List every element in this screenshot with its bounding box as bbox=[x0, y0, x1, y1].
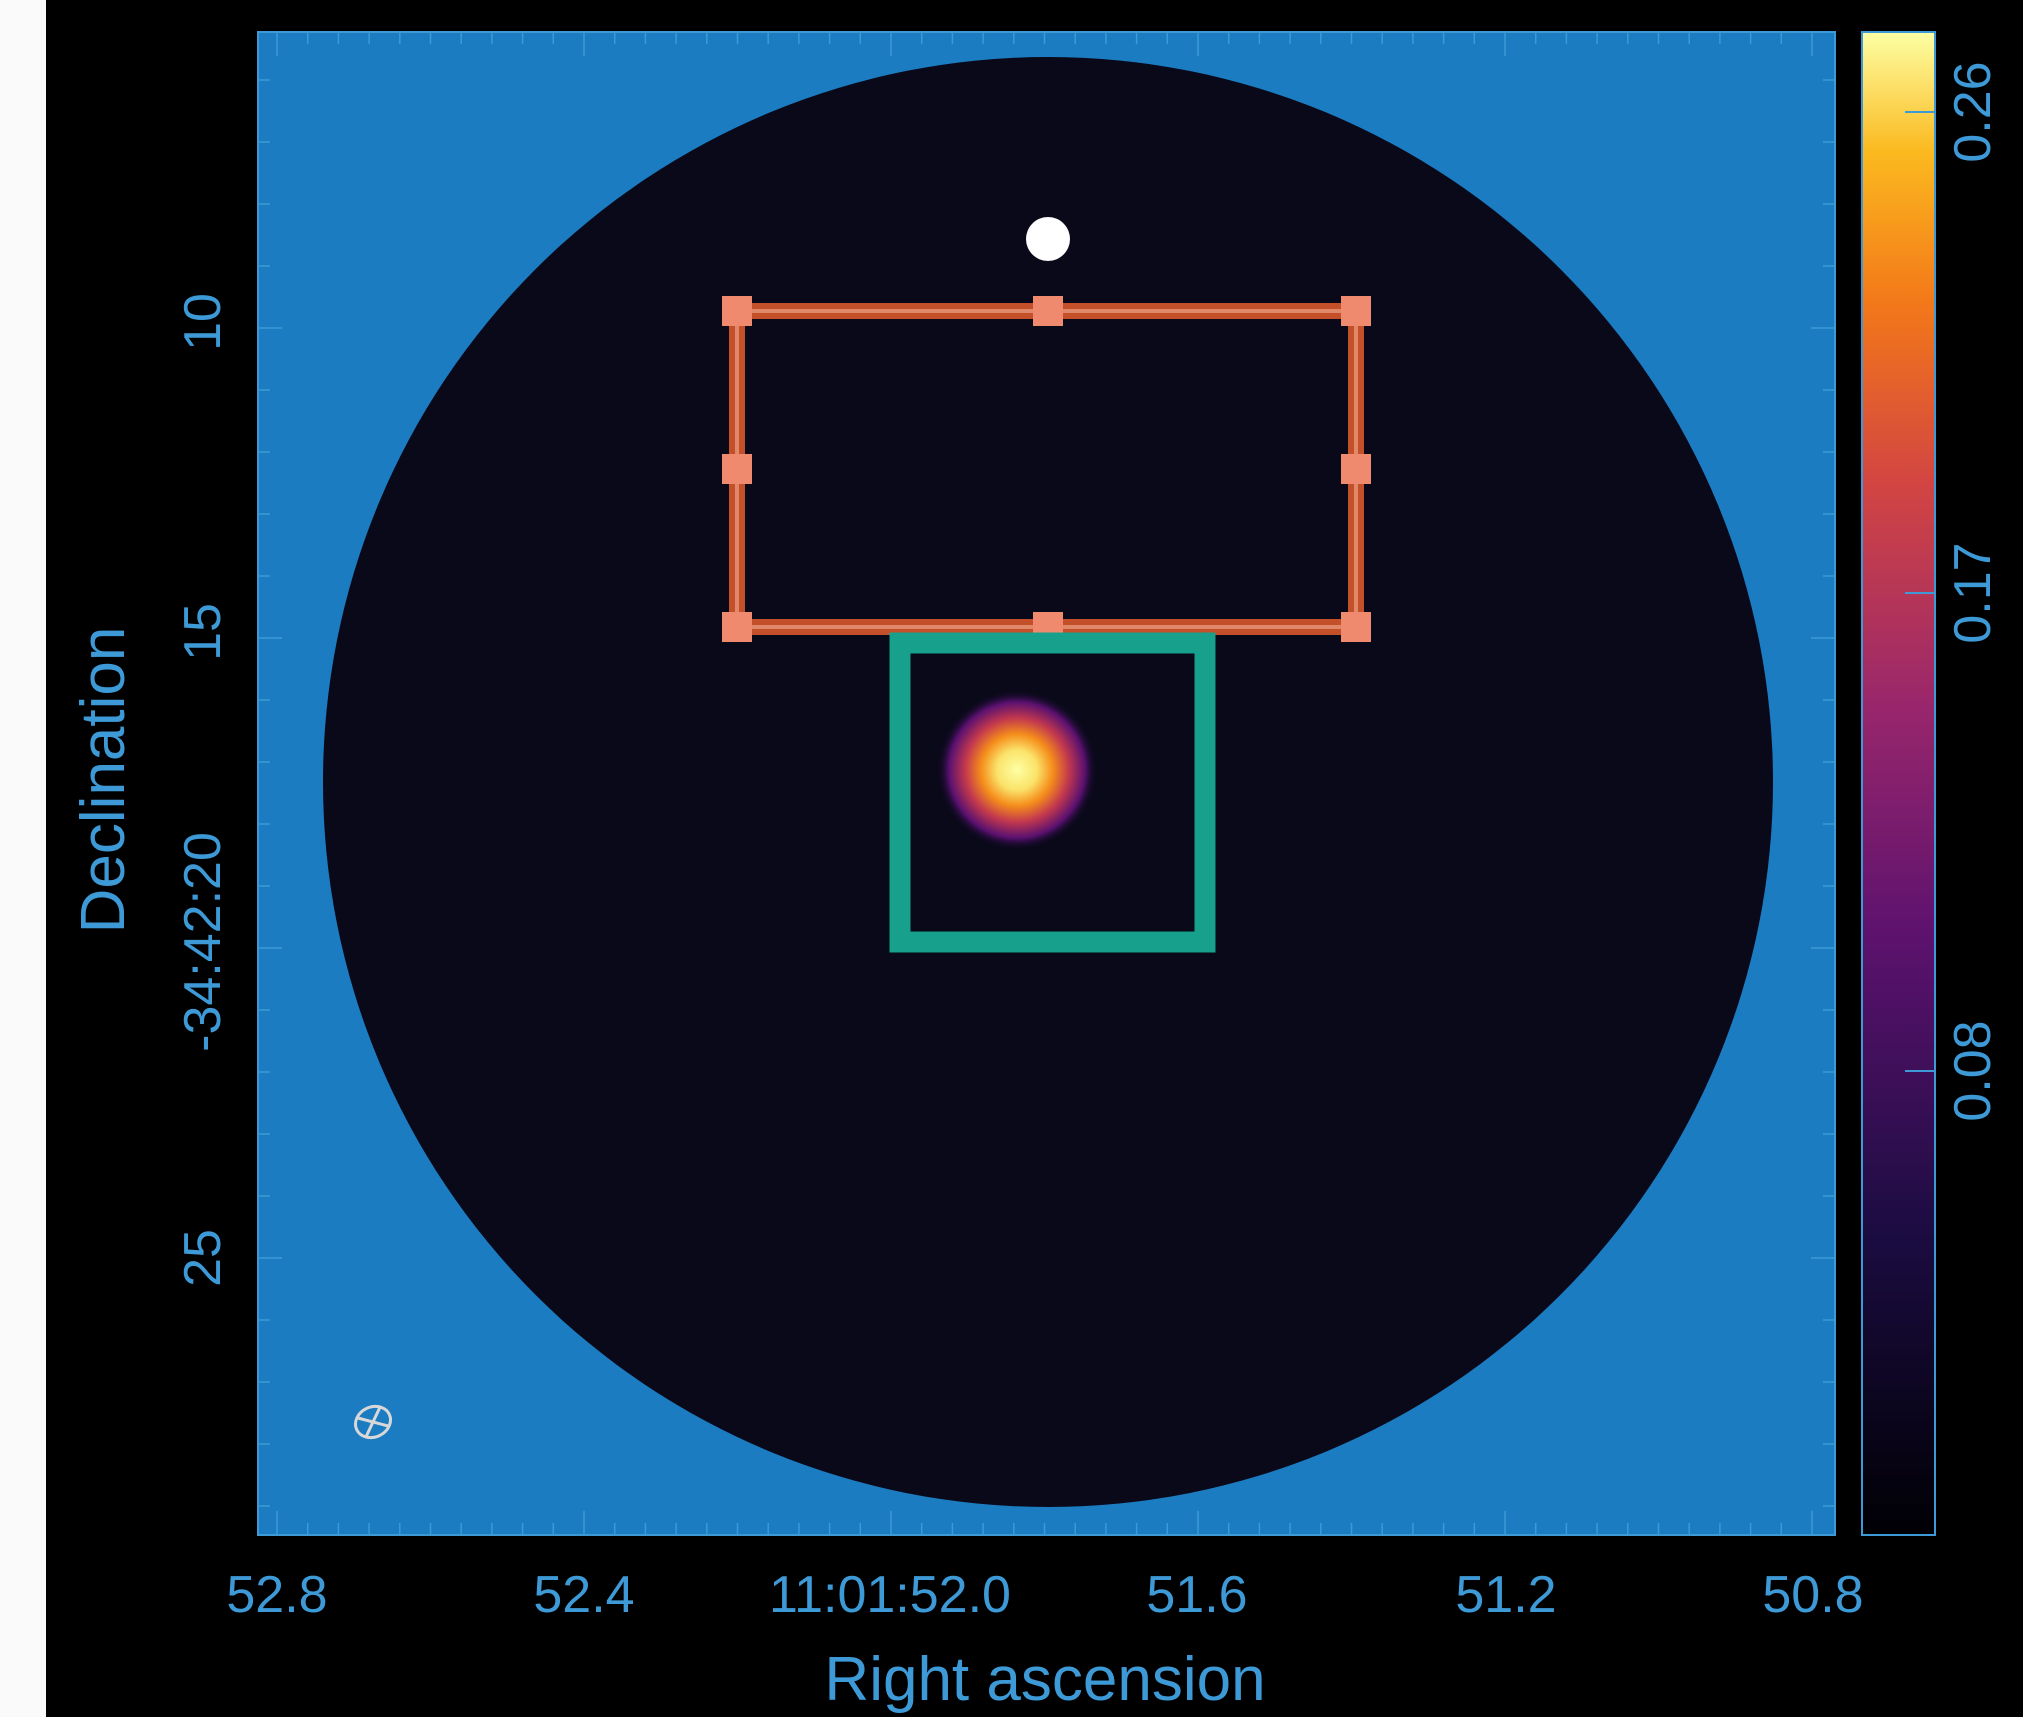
x-tick-label: 51.2 bbox=[1455, 1566, 1556, 1624]
x-tick-label: 52.4 bbox=[533, 1566, 634, 1624]
colorbar bbox=[1862, 32, 1935, 1535]
x-tick-label: 11:01:52.0 bbox=[769, 1566, 1011, 1624]
page: Right ascension Declination 52.8 52.4 11:0… bbox=[0, 0, 2023, 1717]
handle[interactable] bbox=[1033, 296, 1063, 326]
handle[interactable] bbox=[1341, 454, 1371, 484]
source bbox=[937, 690, 1097, 850]
y-tick-label: 10 bbox=[174, 293, 232, 351]
point-region[interactable] bbox=[1026, 217, 1070, 261]
colorbar-tick-label: 0.08 bbox=[1944, 1020, 2002, 1121]
y-tick-label: 25 bbox=[174, 1229, 232, 1287]
y-tick-label: 15 bbox=[174, 603, 232, 661]
y-axis-title: Declination bbox=[69, 627, 138, 934]
handle[interactable] bbox=[722, 296, 752, 326]
image-viewer: Right ascension Declination 52.8 52.4 11:0… bbox=[0, 0, 2023, 1717]
handle[interactable] bbox=[1341, 296, 1371, 326]
x-tick-label: 51.6 bbox=[1146, 1566, 1247, 1624]
side-strip bbox=[0, 0, 46, 1717]
x-tick-label: 50.8 bbox=[1762, 1566, 1863, 1624]
handle[interactable] bbox=[1341, 612, 1371, 642]
x-tick-label: 52.8 bbox=[226, 1566, 327, 1624]
x-axis-title: Right ascension bbox=[824, 1645, 1265, 1714]
handle[interactable] bbox=[722, 454, 752, 484]
handle[interactable] bbox=[722, 612, 752, 642]
y-tick-label: -34:42:20 bbox=[174, 832, 232, 1052]
colorbar-tick-label: 0.26 bbox=[1944, 61, 2002, 162]
colorbar-tick-label: 0.17 bbox=[1944, 542, 2002, 643]
image-layer bbox=[323, 57, 1773, 1507]
